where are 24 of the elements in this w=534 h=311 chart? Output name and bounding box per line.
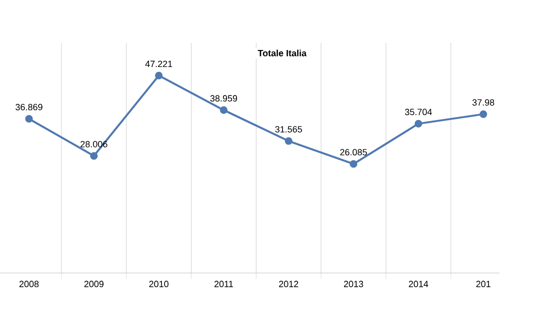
data-label: 36.869 [16, 104, 42, 110]
data-label: 47.221 [145, 60, 172, 68]
x-tick-label: 2012 [279, 280, 298, 288]
x-tick-label: 2011 [214, 280, 233, 288]
data-label: 31.565 [275, 126, 302, 132]
x-tick-label: 2013 [344, 280, 364, 288]
data-label: 35.704 [405, 108, 432, 116]
point [155, 72, 163, 80]
point [220, 106, 228, 114]
data-label: 38.959 [210, 95, 238, 102]
data-label: 26.085 [340, 149, 367, 156]
point [25, 115, 33, 123]
point [90, 152, 98, 160]
x-tick-label: 201 [476, 280, 490, 288]
point [350, 160, 358, 168]
x-tick-label: 2008 [19, 280, 39, 288]
point [414, 120, 422, 128]
x-tick-label: 2009 [84, 280, 104, 288]
x-tick-label: 2014 [408, 280, 428, 288]
data-label: 37.98 [472, 99, 494, 106]
point [284, 137, 292, 145]
x-tick-label: 2010 [149, 280, 168, 288]
point [480, 110, 488, 118]
text: Totale Italia [258, 50, 307, 56]
